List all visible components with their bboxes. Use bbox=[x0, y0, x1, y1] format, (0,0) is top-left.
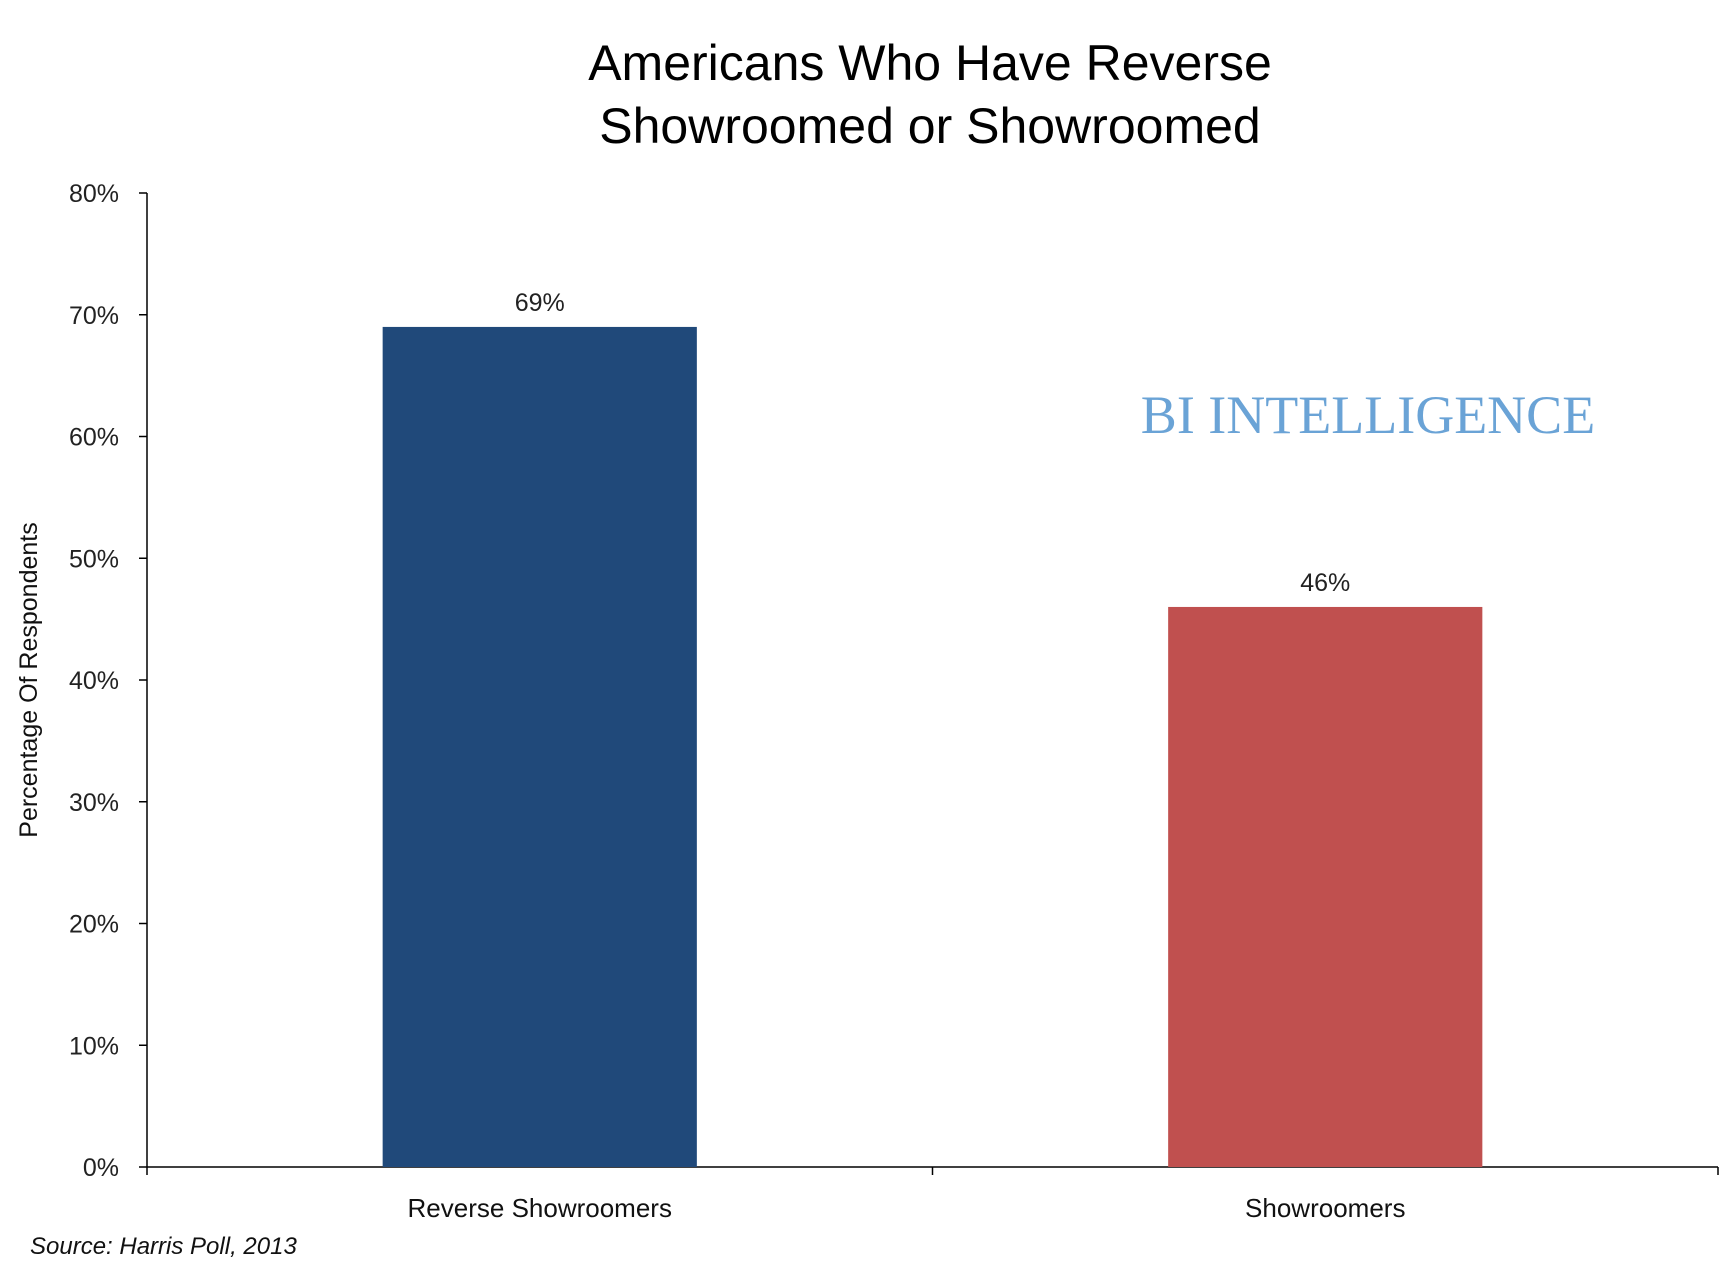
bi-intelligence-watermark: BI INTELLIGENCE bbox=[1141, 385, 1595, 445]
category-label-showroomers: Showroomers bbox=[1245, 1193, 1405, 1223]
bar-showroomers bbox=[1168, 606, 1483, 1167]
y-tick-label: 80% bbox=[69, 180, 119, 208]
chart-title-line-2: Showroomed or Showroomed bbox=[599, 98, 1260, 154]
chart-title-line-1: Americans Who Have Reverse bbox=[588, 35, 1272, 91]
y-tick-label: 20% bbox=[69, 911, 119, 939]
y-tick-label: 70% bbox=[69, 302, 119, 330]
y-tick-label: 40% bbox=[69, 667, 119, 695]
bars bbox=[382, 326, 1483, 1167]
category-label-reverse-showroomers: Reverse Showroomers bbox=[408, 1193, 672, 1223]
y-tick-label: 10% bbox=[69, 1032, 119, 1060]
y-axis-title: Percentage Of Respondents bbox=[15, 522, 43, 837]
y-tick-label: 60% bbox=[69, 424, 119, 452]
data-label-reverse-showroomers: 69% bbox=[515, 289, 565, 317]
data-labels: 69% 46% bbox=[515, 289, 1351, 597]
x-axis: Reverse Showroomers Showroomers bbox=[146, 1166, 1719, 1223]
data-label-showroomers: 46% bbox=[1300, 569, 1350, 597]
y-tick-label: 50% bbox=[69, 545, 119, 573]
source-note: Source: Harris Poll, 2013 bbox=[30, 1233, 297, 1260]
y-tick-label: 0% bbox=[83, 1154, 119, 1182]
y-tick-label: 30% bbox=[69, 789, 119, 817]
bar-reverse-showroomers bbox=[382, 326, 697, 1167]
y-axis: 0% 10% 20% 30% 40% 50% 60% 70% 80% bbox=[69, 180, 148, 1182]
